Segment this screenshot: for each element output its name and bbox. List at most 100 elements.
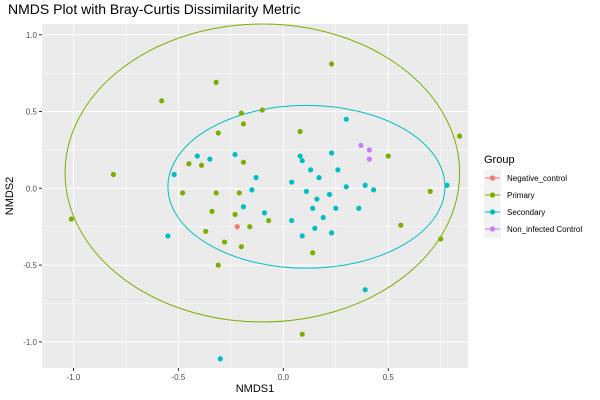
point-secondary: [232, 151, 238, 158]
point-primary: [266, 217, 272, 224]
y-axis-title: NMDS2: [4, 177, 16, 216]
point-secondary: [261, 210, 268, 216]
point-primary: [186, 161, 192, 167]
x-axis-title: NMDS1: [236, 383, 275, 395]
point-secondary: [289, 179, 295, 185]
point-secondary: [171, 171, 177, 178]
point-secondary: [328, 150, 335, 156]
point-secondary: [303, 188, 310, 194]
y-tick-label: 0.5: [26, 108, 38, 117]
point-secondary: [362, 182, 368, 188]
x-tick-label: -1.0: [67, 373, 81, 382]
point-secondary: [299, 233, 305, 239]
point-primary: [427, 188, 433, 194]
point-primary: [259, 107, 265, 113]
point-primary: [238, 244, 244, 250]
legend-key-point-secondary: [489, 209, 496, 215]
point-primary: [213, 79, 219, 85]
legend-label-primary: Primary: [507, 191, 535, 200]
point-primary: [398, 222, 404, 228]
point-secondary: [356, 205, 362, 211]
point-non-infected-control: [366, 156, 372, 162]
point-primary: [213, 190, 219, 196]
y-tick-label: -0.5: [23, 261, 37, 270]
point-primary: [215, 262, 221, 268]
point-secondary: [314, 196, 320, 202]
point-primary: [209, 208, 215, 214]
point-primary: [310, 250, 316, 256]
point-primary: [203, 228, 209, 234]
y-axis-ticks: -1.0 -0.5 0.0 0.5 1.0: [23, 31, 42, 347]
point-primary: [180, 190, 186, 196]
legend-title: Group: [484, 154, 515, 166]
x-axis-ticks: -1.0 -0.5 0.0 0.5: [67, 368, 395, 382]
data-points: [68, 61, 463, 362]
legend: Negative_control Primary Secondary Non_infe…: [484, 170, 582, 238]
legend-label-secondary: Secondary: [507, 208, 545, 217]
point-primary: [110, 171, 116, 178]
point-non-infected-control: [366, 147, 372, 153]
point-non-infected-control: [358, 142, 364, 148]
point-secondary: [370, 187, 377, 193]
point-secondary: [207, 156, 213, 162]
point-secondary: [310, 205, 316, 211]
x-tick-label: 0.5: [383, 373, 395, 382]
point-primary: [159, 98, 165, 104]
point-primary: [68, 216, 74, 222]
point-secondary: [289, 217, 295, 224]
confidence-ellipses: [64, 23, 461, 323]
point-negative-control: [234, 224, 240, 230]
point-secondary: [249, 187, 255, 193]
point-primary: [236, 190, 242, 196]
point-primary: [240, 121, 247, 127]
point-secondary: [326, 191, 333, 198]
point-secondary: [328, 230, 335, 236]
point-secondary: [335, 167, 341, 173]
major-gridlines: [42, 24, 468, 368]
point-secondary: [316, 174, 322, 181]
point-primary: [328, 61, 335, 67]
point-secondary: [217, 356, 223, 362]
plot-panel: [42, 24, 468, 368]
y-tick-label: 1.0: [26, 31, 38, 40]
legend-key-point-negative-control: [489, 175, 496, 181]
point-secondary: [343, 184, 349, 190]
point-primary: [247, 224, 253, 230]
legend-key-point-non-infected-control: [489, 226, 496, 232]
y-tick-label: 0.0: [26, 184, 38, 193]
legend-key-point-primary: [489, 192, 496, 198]
point-secondary: [194, 153, 200, 159]
point-primary: [232, 211, 238, 218]
point-primary: [198, 162, 205, 168]
point-secondary: [308, 167, 314, 173]
minor-gridlines: [42, 24, 468, 368]
point-primary: [299, 331, 305, 337]
point-secondary: [320, 214, 326, 221]
point-secondary: [253, 174, 259, 181]
point-secondary: [362, 287, 368, 293]
point-primary: [240, 159, 247, 165]
point-primary: [438, 236, 444, 242]
point-primary: [238, 110, 244, 116]
legend-label-negative-control: Negative_control: [507, 174, 567, 183]
x-tick-label: 0.0: [278, 373, 290, 382]
point-primary: [297, 128, 303, 135]
legend-label-non-infected-control: Non_infected Control: [507, 225, 582, 234]
point-secondary: [343, 116, 349, 122]
point-primary: [215, 130, 221, 136]
point-primary: [457, 133, 463, 139]
point-primary: [385, 153, 391, 159]
x-tick-label: -0.5: [172, 373, 186, 382]
chart-title: NMDS Plot with Bray-Curtis Dissimilarity…: [8, 1, 300, 17]
point-secondary: [444, 182, 450, 188]
point-secondary: [333, 205, 339, 211]
point-secondary: [240, 204, 247, 210]
y-tick-label: -1.0: [23, 338, 37, 347]
point-secondary: [299, 158, 305, 164]
point-secondary: [312, 225, 318, 231]
point-secondary: [165, 233, 171, 239]
ellipse-primary: [64, 23, 461, 323]
point-secondary: [297, 153, 303, 159]
point-primary: [221, 239, 228, 245]
